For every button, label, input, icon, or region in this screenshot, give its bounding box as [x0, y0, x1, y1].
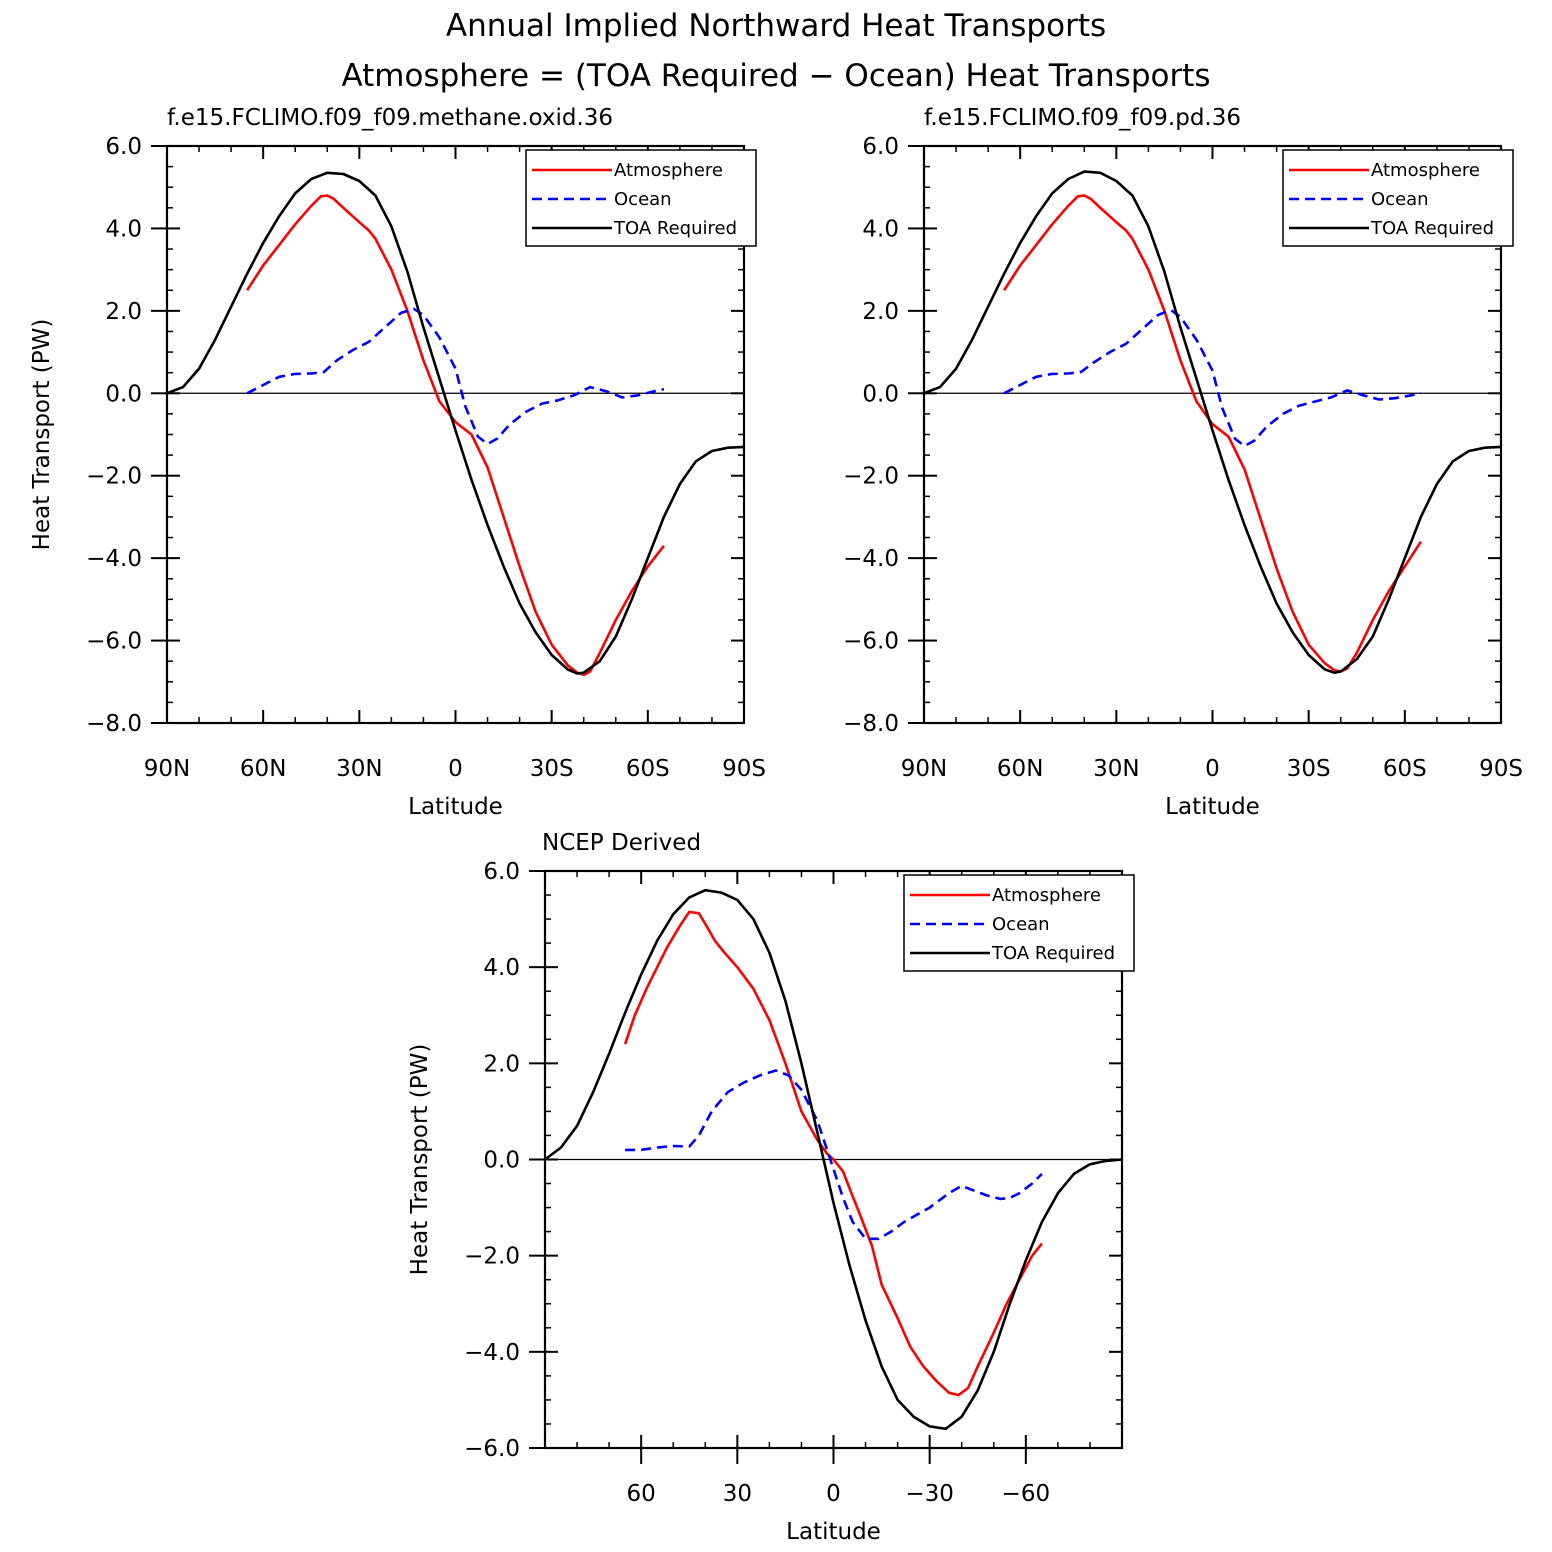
series-line-ocean — [246, 307, 665, 446]
legend-label: Ocean — [992, 914, 1050, 935]
legend-label: Ocean — [614, 189, 672, 210]
x-tick-label: 60S — [626, 756, 670, 782]
y-tick-label: 0.0 — [862, 381, 899, 407]
y-tick-label: −2.0 — [464, 1244, 520, 1270]
series-line-ocean — [1003, 308, 1422, 448]
y-tick-label: −8.0 — [86, 711, 142, 737]
y-tick-label: 6.0 — [483, 859, 520, 885]
plot-frame — [543, 869, 1124, 1450]
plot-frame — [165, 144, 746, 725]
legend: Atmosphere Ocean TOA Required — [525, 149, 757, 247]
series-line-toa-required — [545, 888, 1122, 1431]
y-tick-label: 4.0 — [483, 955, 520, 981]
series-line-toa-required — [167, 171, 744, 675]
x-tick-label: 0 — [448, 756, 463, 782]
y-tick-label: 4.0 — [105, 216, 142, 242]
series-line-atmosphere — [246, 194, 665, 677]
x-tick-label: 0 — [1205, 756, 1220, 782]
y-tick-label: −2.0 — [86, 464, 142, 490]
chart-panel-3: 60 30 0 −30 −60 6.0 4.0 2.0 0.0 −2.0 −4.0 −6.0 NCEP … — [407, 830, 1135, 1545]
x-tick-label: 60N — [240, 756, 286, 782]
y-tick-label: −6.0 — [464, 1436, 520, 1462]
y-tick-label: 6.0 — [105, 134, 142, 160]
legend-label: Atmosphere — [1371, 160, 1480, 181]
legend: Atmosphere Ocean TOA Required — [1282, 149, 1514, 247]
chart-panel-1: 90N 60N 30N 0 30S 60S 90S 6.0 4.0 2.0 0.0 −2.0 −4.0 −… — [29, 105, 766, 820]
x-tick-label: 90N — [144, 756, 190, 782]
y-tick-label: 2.0 — [862, 299, 899, 325]
y-axis-label: Heat Transport (PW) — [407, 1044, 433, 1276]
legend-label: Atmosphere — [614, 160, 723, 181]
x-axis-label: Latitude — [1165, 794, 1260, 820]
legend-label: TOA Required — [1370, 218, 1494, 239]
x-tick-label: 30N — [1093, 756, 1139, 782]
x-tick-label: 30 — [723, 1481, 752, 1507]
legend-box — [525, 149, 757, 247]
y-tick-label: 0.0 — [105, 381, 142, 407]
figure-title-line2: Atmosphere = (TOA Required − Ocean) Heat… — [341, 58, 1210, 94]
series-line-ocean — [625, 1069, 1043, 1241]
panel-title: f.e15.FCLIMO.f09_f09.methane.oxid.36 — [167, 105, 613, 131]
legend-label: TOA Required — [991, 943, 1115, 964]
chart-panel-2: 90N 60N 30N 0 30S 60S 90S 6.0 4.0 2.0 0.0 −2.0 −4.0 −… — [843, 105, 1523, 820]
y-tick-label: −2.0 — [843, 464, 899, 490]
x-tick-label: 30S — [1287, 756, 1331, 782]
x-axis-label: Latitude — [786, 1519, 881, 1545]
y-tick-label: −6.0 — [843, 629, 899, 655]
legend-label: Atmosphere — [992, 885, 1101, 906]
x-tick-label: −30 — [905, 1481, 954, 1507]
x-tick-label: 90S — [722, 756, 766, 782]
series-line-toa-required — [924, 170, 1501, 674]
legend: Atmosphere Ocean TOA Required — [903, 874, 1135, 972]
figure-title-line1: Annual Implied Northward Heat Transports — [446, 8, 1106, 44]
series-line-atmosphere — [1003, 194, 1422, 673]
y-tick-label: 4.0 — [862, 216, 899, 242]
y-tick-label: −4.0 — [843, 546, 899, 572]
x-tick-label: −60 — [1002, 1481, 1051, 1507]
y-tick-label: 6.0 — [862, 134, 899, 160]
panel-title: f.e15.FCLIMO.f09_f09.pd.36 — [924, 105, 1241, 131]
y-tick-label: −4.0 — [86, 546, 142, 572]
legend-label: TOA Required — [613, 218, 737, 239]
y-axis-label: Heat Transport (PW) — [29, 319, 55, 551]
y-tick-label: −4.0 — [464, 1340, 520, 1366]
y-tick-label: 2.0 — [483, 1051, 520, 1077]
y-tick-label: −8.0 — [843, 711, 899, 737]
plot-frame — [922, 144, 1503, 725]
x-tick-label: 0 — [826, 1481, 841, 1507]
panel-title: NCEP Derived — [542, 830, 701, 856]
y-tick-label: 2.0 — [105, 299, 142, 325]
x-tick-label: 60S — [1383, 756, 1427, 782]
x-tick-label: 30S — [530, 756, 574, 782]
series-line-atmosphere — [623, 910, 1043, 1397]
x-tick-label: 90S — [1479, 756, 1523, 782]
x-tick-label: 30N — [336, 756, 382, 782]
x-tick-label: 90N — [901, 756, 947, 782]
y-tick-label: −6.0 — [86, 629, 142, 655]
x-tick-label: 60N — [997, 756, 1043, 782]
y-tick-label: 0.0 — [483, 1148, 520, 1174]
legend-label: Ocean — [1371, 189, 1429, 210]
x-axis-label: Latitude — [408, 794, 503, 820]
x-tick-label: 60 — [627, 1481, 656, 1507]
